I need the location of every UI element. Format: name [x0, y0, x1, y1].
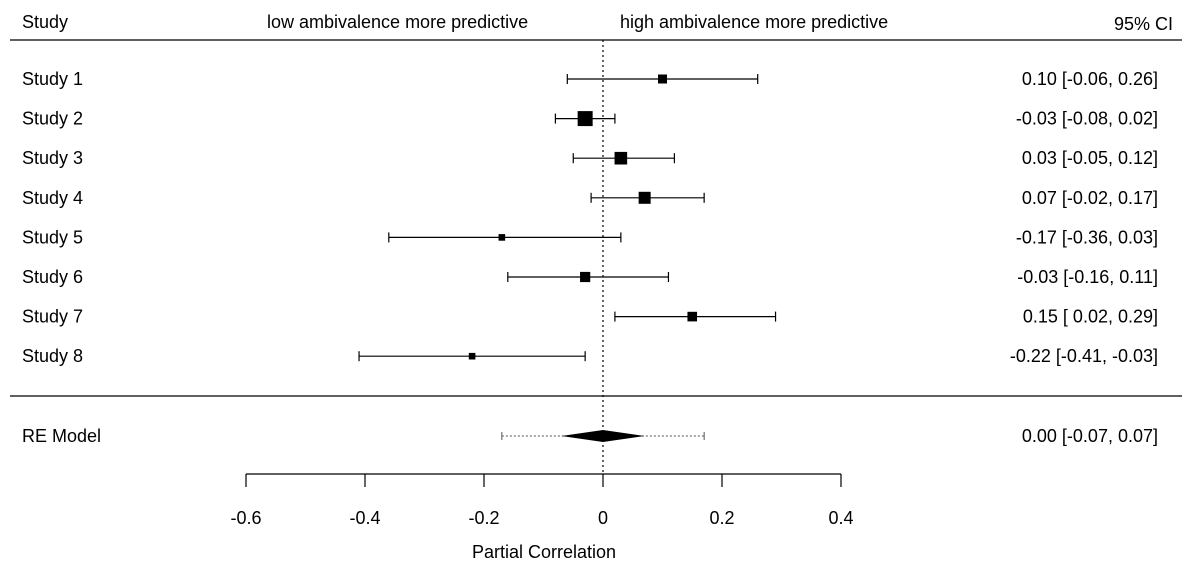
study-row: Study 3 0.03 [-0.05, 0.12]: [22, 148, 1158, 168]
summary-diamond: [561, 430, 645, 442]
header-low-ambivalence: low ambivalence more predictive: [267, 12, 528, 32]
summary-label: RE Model: [22, 426, 101, 446]
study-row: Study 4 0.07 [-0.02, 0.17]: [22, 188, 1158, 208]
x-tick-label: 0.2: [709, 508, 734, 528]
study-label: Study 1: [22, 69, 83, 89]
ci-text: 0.10 [-0.06, 0.26]: [1022, 69, 1158, 89]
point-estimate: [658, 74, 667, 84]
ci-text: -0.03 [-0.16, 0.11]: [1017, 267, 1158, 287]
point-estimate: [638, 191, 651, 204]
study-row: Study 1 0.10 [-0.06, 0.26]: [22, 69, 1158, 89]
study-label: Study 7: [22, 307, 83, 327]
summary-ci-text: 0.00 [-0.07, 0.07]: [1022, 426, 1158, 446]
study-label: Study 8: [22, 346, 83, 366]
x-tick-label: 0: [598, 508, 608, 528]
study-label: Study 6: [22, 267, 83, 287]
study-row: Study 8 -0.22 [-0.41, -0.03]: [22, 346, 1158, 366]
study-row: Study 7 0.15 [ 0.02, 0.29]: [22, 307, 1158, 327]
point-estimate: [468, 352, 476, 360]
header-high-ambivalence: high ambivalence more predictive: [620, 12, 888, 32]
point-estimate: [577, 111, 593, 127]
ci-text: 0.03 [-0.05, 0.12]: [1022, 148, 1158, 168]
summary-row: RE Model 0.00 [-0.07, 0.07]: [22, 426, 1158, 446]
study-row: Study 2 -0.03 [-0.08, 0.02]: [22, 109, 1158, 129]
header-ci: 95% CI: [1114, 14, 1173, 34]
ci-text: -0.22 [-0.41, -0.03]: [1010, 346, 1158, 366]
study-label: Study 3: [22, 148, 83, 168]
study-rows: Study 1 0.10 [-0.06, 0.26] Study 2 -0.03 [-…: [22, 69, 1158, 366]
ci-text: -0.17 [-0.36, 0.03]: [1016, 227, 1158, 247]
x-tick-label: -0.2: [468, 508, 499, 528]
ci-text: 0.07 [-0.02, 0.17]: [1022, 188, 1158, 208]
point-estimate: [687, 311, 698, 322]
study-label: Study 5: [22, 227, 83, 247]
x-tick-label: -0.4: [349, 508, 380, 528]
ci-text: -0.03 [-0.08, 0.02]: [1016, 109, 1158, 129]
point-estimate: [580, 271, 591, 283]
point-estimate: [498, 234, 506, 241]
x-axis: -0.6 -0.4 -0.2 0 0.2 0.4: [230, 473, 854, 528]
study-label: Study 4: [22, 188, 83, 208]
point-estimate: [614, 151, 628, 165]
x-tick-label: 0.4: [828, 508, 853, 528]
ci-text: 0.15 [ 0.02, 0.29]: [1023, 307, 1158, 327]
study-row: Study 5 -0.17 [-0.36, 0.03]: [22, 227, 1158, 247]
x-axis-label: Partial Correlation: [472, 542, 616, 562]
study-row: Study 6 -0.03 [-0.16, 0.11]: [22, 267, 1158, 287]
study-label: Study 2: [22, 109, 83, 129]
x-tick-label: -0.6: [230, 508, 261, 528]
header-study: Study: [22, 12, 68, 32]
